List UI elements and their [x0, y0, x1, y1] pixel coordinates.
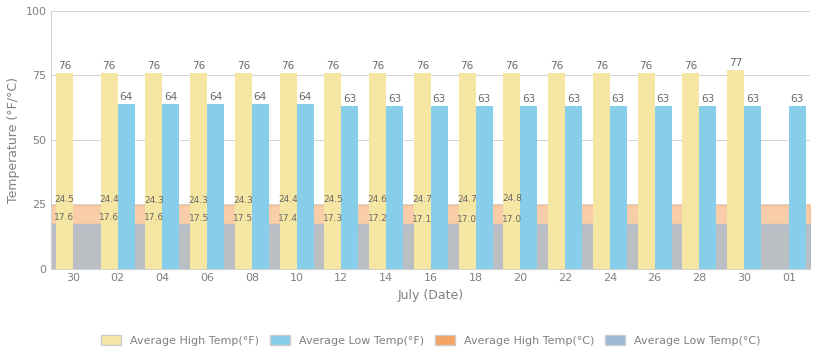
- Text: 17.5: 17.5: [233, 214, 253, 223]
- Y-axis label: Temperature (°F/°C): Temperature (°F/°C): [7, 77, 20, 203]
- Text: 63: 63: [701, 94, 715, 104]
- Text: 64: 64: [209, 92, 222, 102]
- Text: 63: 63: [791, 94, 804, 104]
- Text: 63: 63: [388, 94, 401, 104]
- Text: 24.3: 24.3: [188, 195, 208, 205]
- Text: 63: 63: [612, 94, 625, 104]
- Text: 76: 76: [237, 61, 250, 71]
- Text: 24.3: 24.3: [144, 195, 164, 205]
- X-axis label: July (Date): July (Date): [398, 289, 464, 302]
- Text: 64: 64: [164, 92, 178, 102]
- Text: 76: 76: [594, 61, 608, 71]
- Bar: [520, 106, 537, 269]
- Bar: [744, 106, 761, 269]
- Bar: [163, 104, 179, 269]
- Bar: [565, 106, 582, 269]
- Text: 17.3: 17.3: [323, 214, 343, 223]
- Bar: [341, 106, 359, 269]
- Bar: [190, 73, 208, 269]
- Text: 76: 76: [505, 61, 519, 71]
- Text: 76: 76: [639, 61, 652, 71]
- Bar: [325, 73, 341, 269]
- Text: 76: 76: [326, 61, 339, 71]
- Bar: [296, 104, 314, 269]
- Text: 63: 63: [522, 94, 535, 104]
- Text: 17.5: 17.5: [188, 214, 208, 223]
- Text: 24.7: 24.7: [457, 195, 477, 203]
- Bar: [610, 106, 627, 269]
- Bar: [251, 104, 269, 269]
- Text: 76: 76: [281, 61, 295, 71]
- Bar: [235, 73, 251, 269]
- Bar: [386, 106, 403, 269]
- Text: 24.5: 24.5: [55, 195, 74, 204]
- Bar: [682, 73, 700, 269]
- Bar: [727, 70, 744, 269]
- Text: 17.0: 17.0: [457, 215, 477, 224]
- Text: 17.2: 17.2: [368, 214, 388, 223]
- Bar: [414, 73, 431, 269]
- Bar: [548, 73, 565, 269]
- Bar: [431, 106, 448, 269]
- Bar: [100, 73, 118, 269]
- Text: 76: 76: [416, 61, 429, 71]
- Text: 63: 63: [432, 94, 446, 104]
- Text: 76: 76: [58, 61, 71, 71]
- Bar: [788, 106, 806, 269]
- Text: 24.7: 24.7: [413, 195, 432, 203]
- Text: 17.6: 17.6: [144, 214, 164, 222]
- Text: 64: 64: [254, 92, 267, 102]
- Bar: [503, 73, 520, 269]
- Text: 63: 63: [344, 94, 356, 104]
- Text: 17.1: 17.1: [413, 215, 432, 224]
- Text: 76: 76: [147, 61, 160, 71]
- Bar: [118, 104, 134, 269]
- Text: 63: 63: [746, 94, 759, 104]
- Text: 24.3: 24.3: [233, 195, 253, 205]
- Text: 64: 64: [299, 92, 312, 102]
- Bar: [56, 73, 73, 269]
- Text: 76: 76: [192, 61, 205, 71]
- Text: 76: 76: [684, 61, 697, 71]
- Text: 24.4: 24.4: [278, 195, 298, 205]
- Bar: [593, 73, 610, 269]
- Text: 24.6: 24.6: [368, 195, 388, 204]
- Text: 17.4: 17.4: [278, 214, 298, 223]
- Bar: [476, 106, 492, 269]
- Bar: [700, 106, 716, 269]
- Bar: [655, 106, 671, 269]
- Text: 17.0: 17.0: [502, 215, 522, 224]
- Text: 24.5: 24.5: [323, 195, 343, 204]
- Bar: [458, 73, 476, 269]
- Bar: [145, 73, 163, 269]
- Text: 24.4: 24.4: [100, 195, 119, 205]
- Text: 63: 63: [657, 94, 670, 104]
- Text: 17.6: 17.6: [99, 214, 120, 222]
- Bar: [369, 73, 386, 269]
- Text: 17.6: 17.6: [54, 214, 75, 222]
- Text: 63: 63: [477, 94, 491, 104]
- Text: 76: 76: [550, 61, 564, 71]
- Bar: [208, 104, 224, 269]
- Text: 76: 76: [461, 61, 474, 71]
- Text: 24.8: 24.8: [502, 194, 522, 203]
- Text: 63: 63: [567, 94, 580, 104]
- Bar: [637, 73, 655, 269]
- Text: 76: 76: [102, 61, 115, 71]
- Bar: [280, 73, 296, 269]
- Text: 77: 77: [729, 58, 742, 68]
- Text: 64: 64: [120, 92, 133, 102]
- Legend: Average High Temp(°F), Average Low Temp(°F), Average High Temp(°C), Average Low : Average High Temp(°F), Average Low Temp(…: [96, 331, 765, 350]
- Text: 76: 76: [371, 61, 384, 71]
